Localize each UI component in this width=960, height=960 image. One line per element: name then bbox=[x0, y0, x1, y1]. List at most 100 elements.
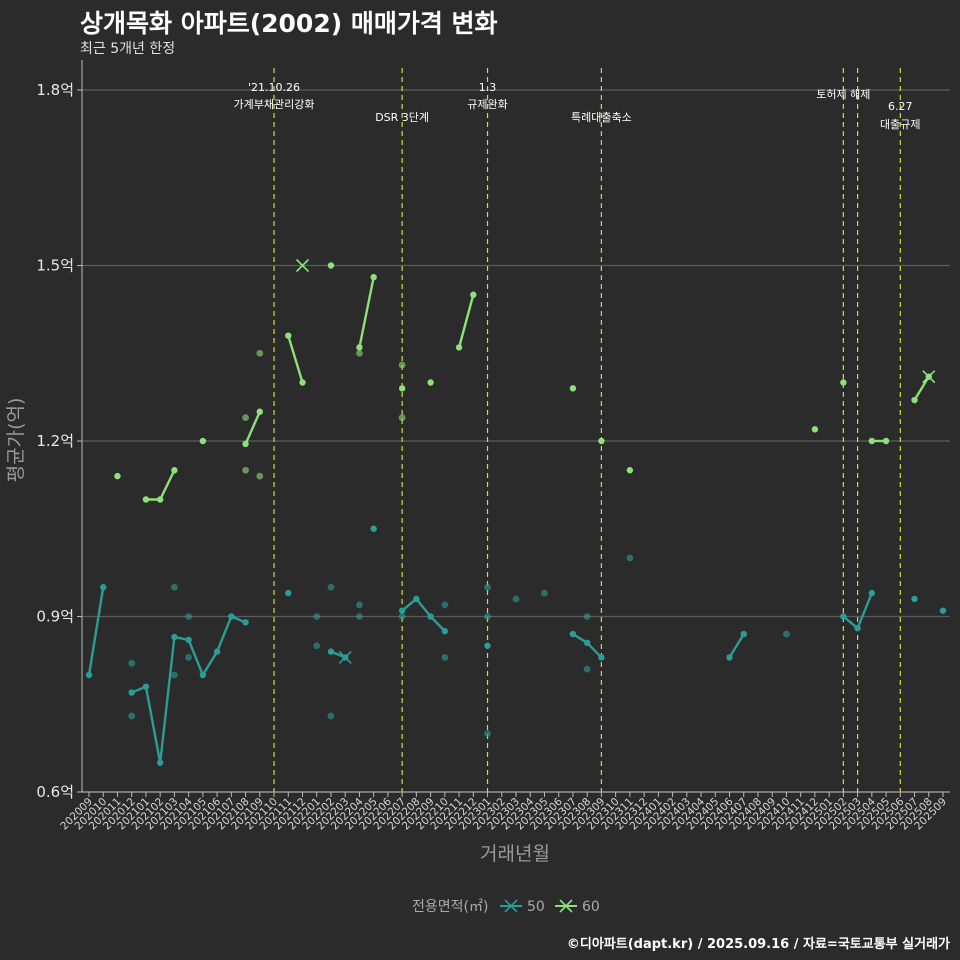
series-50-point bbox=[370, 525, 377, 532]
x-axis-ticks: 2020092020102020112020122021012021022021… bbox=[58, 792, 949, 832]
series-60-scatter-point bbox=[256, 349, 264, 357]
legend-label-60: 60 bbox=[582, 899, 600, 915]
policy-annotation: 1.3 bbox=[479, 81, 497, 94]
series-50-point bbox=[100, 584, 107, 591]
series-50-scatter-point bbox=[441, 601, 449, 609]
series-60-point bbox=[598, 437, 605, 445]
series-60-point bbox=[156, 496, 164, 503]
series-50-scatter-point bbox=[313, 642, 321, 650]
series-50-cross-marker bbox=[338, 650, 352, 665]
series-50-scatter-point bbox=[171, 583, 178, 591]
policy-annotation: 6.27 bbox=[888, 100, 913, 113]
series-60-line bbox=[244, 411, 261, 445]
series-60-point bbox=[569, 385, 577, 392]
series-60-point bbox=[256, 408, 263, 415]
series-60-line bbox=[457, 294, 475, 348]
series-50-scatter-point bbox=[185, 654, 193, 661]
series-50-scatter-point bbox=[484, 613, 491, 620]
series-50-point bbox=[199, 671, 207, 679]
grid-lines bbox=[82, 89, 950, 793]
legend-title: 전용면적(㎡) bbox=[412, 899, 488, 915]
series-50-point bbox=[285, 589, 292, 597]
series-50-point bbox=[156, 759, 164, 766]
series-50-point bbox=[441, 627, 449, 635]
series-50-point bbox=[740, 630, 747, 638]
source-caption: ©디아파트(dapt.kr) / 2025.09.16 / 자료=국토교통부 실… bbox=[566, 937, 950, 952]
series-50-scatter-point bbox=[583, 613, 591, 620]
series-50-point bbox=[185, 636, 192, 644]
series-60-point bbox=[299, 379, 306, 386]
y-tick-label: 1.2억 bbox=[36, 432, 74, 450]
series-60-line bbox=[358, 276, 375, 348]
chart-subtitle: 최근 5개년 한정 bbox=[80, 41, 176, 57]
series-60-scatter-point bbox=[242, 466, 249, 474]
series-60-point bbox=[356, 344, 363, 351]
series-50-scatter-point bbox=[327, 712, 335, 720]
series-50-scatter-point bbox=[626, 554, 634, 562]
series-60-point bbox=[285, 332, 292, 339]
policy-lines bbox=[273, 68, 901, 792]
series-50-point bbox=[854, 625, 861, 632]
series-50-scatter-point bbox=[185, 613, 193, 620]
series-50-scatter-point bbox=[313, 613, 321, 620]
series-50-scatter-point bbox=[512, 595, 520, 603]
series-60-scatter-point bbox=[398, 414, 406, 421]
series-60-point bbox=[470, 291, 477, 298]
series-60-point bbox=[427, 379, 434, 386]
y-tick-label: 0.6억 bbox=[36, 783, 74, 801]
series-60-point bbox=[199, 437, 207, 445]
series-60-point bbox=[242, 440, 249, 448]
series-60-point bbox=[114, 472, 121, 480]
x-axis-title: 거래년월 bbox=[480, 843, 550, 865]
series-50-scatter-point bbox=[783, 630, 790, 638]
legend-key-60 bbox=[559, 899, 573, 913]
y-axis-title: 평균가(억) bbox=[5, 398, 27, 483]
series-50-line bbox=[401, 597, 446, 632]
series-50-point bbox=[598, 654, 605, 661]
series-points bbox=[85, 258, 947, 766]
series-lines bbox=[87, 276, 930, 764]
series-50-scatter-point bbox=[583, 665, 591, 673]
series-50-point bbox=[228, 613, 235, 620]
series-60-point bbox=[370, 274, 377, 281]
policy-annotation: 가계부채관리강화 bbox=[234, 98, 315, 111]
series-50-point bbox=[911, 595, 918, 603]
series-50-point bbox=[939, 607, 947, 614]
series-50-point bbox=[171, 633, 178, 641]
series-60-cross-marker bbox=[295, 258, 310, 273]
series-60-point bbox=[398, 385, 406, 392]
series-50-point bbox=[868, 589, 876, 597]
series-50-point bbox=[726, 654, 733, 661]
series-50-point bbox=[840, 613, 847, 620]
y-tick-label: 1.5억 bbox=[36, 257, 74, 275]
series-60-point bbox=[811, 426, 819, 433]
series-60-point bbox=[327, 262, 335, 269]
series-50-scatter-point bbox=[484, 583, 491, 591]
series-60-point bbox=[868, 437, 876, 445]
policy-annotation: 토허제 해제 bbox=[816, 87, 870, 101]
series-50-point bbox=[583, 639, 591, 647]
y-tick-label: 0.9억 bbox=[36, 608, 74, 626]
series-50-scatter-point bbox=[541, 589, 548, 597]
series-50-point bbox=[327, 648, 335, 655]
series-50-point bbox=[213, 648, 221, 655]
series-50-scatter-point bbox=[398, 613, 406, 620]
series-60-line bbox=[145, 469, 176, 501]
series-50-scatter-point bbox=[327, 583, 335, 591]
series-50-scatter-point bbox=[441, 654, 449, 661]
series-60-point bbox=[882, 437, 890, 445]
series-60-point bbox=[840, 379, 847, 386]
series-50-point bbox=[413, 595, 420, 603]
series-60-cross-marker bbox=[922, 370, 936, 384]
y-axis-ticks: 0.6억 0.9억 1.2억 1.5억 1.8억 bbox=[36, 81, 82, 801]
legend: 전용면적(㎡) 50 60 bbox=[412, 899, 600, 915]
series-60-line bbox=[287, 335, 304, 383]
series-50-scatter-point bbox=[171, 671, 178, 679]
policy-annotation: 대출규제 bbox=[880, 118, 920, 131]
series-50-point bbox=[142, 683, 150, 690]
series-50-line bbox=[87, 587, 105, 676]
policy-annotation: 규제완화 bbox=[467, 98, 507, 111]
series-50-point bbox=[398, 607, 406, 614]
